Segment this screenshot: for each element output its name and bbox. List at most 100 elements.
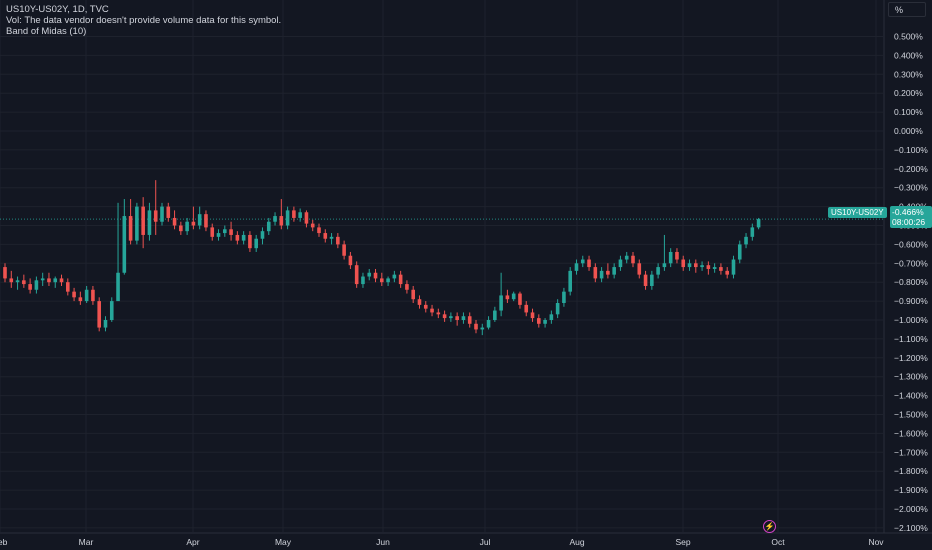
- candle-body: [235, 234, 240, 241]
- candle-body: [631, 255, 635, 264]
- candle-body: [229, 229, 233, 235]
- candle-body: [518, 293, 522, 305]
- candle-body: [260, 231, 265, 239]
- candle-body: [241, 234, 246, 241]
- candle-body: [72, 291, 76, 298]
- price-axis[interactable]: 0.500% 0.400% 0.300% 0.200% 0.100% 0.000% −0.1…: [894, 32, 928, 533]
- candle-body: [342, 244, 346, 256]
- y-tick-label: −1.600%: [894, 428, 928, 438]
- y-tick-label: −0.300%: [894, 183, 928, 193]
- candle-body: [455, 316, 459, 320]
- candle-body: [442, 314, 447, 319]
- candle-body: [59, 278, 64, 283]
- candle-body: [706, 265, 711, 269]
- candle-body: [618, 259, 623, 268]
- candle-body: [336, 236, 340, 245]
- y-tick-label: −1.800%: [894, 466, 928, 476]
- y-tick-label: −1.300%: [894, 372, 928, 382]
- candle-body: [160, 206, 164, 222]
- y-tick-label: 0.300%: [894, 69, 923, 79]
- candle-body: [317, 227, 321, 234]
- candle-body: [537, 318, 541, 324]
- candle-body: [66, 282, 70, 292]
- candle-body: [97, 301, 101, 328]
- candle-body: [612, 267, 616, 275]
- y-tick-label: −1.000%: [894, 315, 928, 325]
- candle-body: [185, 221, 189, 232]
- x-tick-label: Mar: [79, 537, 94, 547]
- candle-body: [756, 219, 761, 228]
- candle-body: [172, 217, 177, 226]
- y-tick-label: −1.100%: [894, 334, 928, 344]
- x-tick-label: Apr: [186, 537, 199, 547]
- y-tick-label: 0.500%: [894, 32, 923, 42]
- candle-body: [662, 263, 667, 268]
- candle-body: [543, 320, 547, 324]
- symbol-title[interactable]: US10Y-US02Y, 1D, TVC: [6, 4, 109, 15]
- candle-body: [493, 310, 497, 320]
- candle-body: [411, 289, 415, 300]
- candle-body: [637, 263, 642, 275]
- candle-body: [725, 270, 729, 275]
- candle-body: [323, 233, 328, 239]
- time-axis[interactable]: Feb Mar Apr May Jun Jul Aug Sep Oct Nov: [0, 537, 884, 547]
- x-tick-label: Jul: [480, 537, 491, 547]
- candle-body: [549, 314, 554, 320]
- candle-body: [40, 278, 45, 281]
- y-tick-label: −2.100%: [894, 523, 928, 533]
- x-tick-label: Jun: [376, 537, 390, 547]
- candle-body: [423, 304, 428, 309]
- candle-body: [731, 259, 736, 275]
- candle-body: [22, 280, 26, 285]
- chart-grid: [0, 0, 932, 534]
- bar-countdown: 08:00:26: [892, 217, 926, 227]
- candle-body: [593, 267, 598, 279]
- candle-body: [254, 238, 258, 249]
- candle-body: [128, 216, 133, 241]
- candle-body: [524, 304, 529, 313]
- y-tick-label: −1.500%: [894, 410, 928, 420]
- y-tick-label: −1.200%: [894, 353, 928, 363]
- candle-body: [486, 320, 491, 328]
- candle-body: [354, 265, 359, 285]
- candle-body: [191, 221, 196, 226]
- x-tick-label: Oct: [771, 537, 785, 547]
- candle-body: [373, 272, 378, 279]
- candle-body: [166, 206, 171, 218]
- lightning-icon[interactable]: ⚡: [763, 520, 776, 533]
- candle-body: [505, 295, 510, 300]
- candle-body: [361, 276, 365, 285]
- candle-body: [436, 312, 441, 315]
- candle-body: [298, 212, 302, 218]
- percent-scale-button[interactable]: %: [888, 2, 926, 17]
- y-tick-label: 0.200%: [894, 88, 923, 98]
- candle-body: [28, 284, 32, 290]
- candle-body: [606, 270, 610, 275]
- candle-body: [329, 236, 334, 239]
- y-tick-label: −2.000%: [894, 504, 928, 514]
- last-price-value: -0.466%: [892, 207, 924, 217]
- volume-note: Vol: The data vendor doesn't provide vol…: [6, 15, 282, 26]
- y-tick-label: −0.200%: [894, 164, 928, 174]
- candle-body: [91, 289, 95, 302]
- x-tick-label: Aug: [569, 537, 584, 547]
- candle-body: [555, 302, 560, 315]
- candle-body: [511, 293, 516, 300]
- x-tick-label: Nov: [868, 537, 884, 547]
- candle-body: [141, 206, 145, 235]
- candle-body: [643, 274, 648, 286]
- candle-body: [285, 210, 290, 226]
- x-tick-label: May: [275, 537, 292, 547]
- candle-body: [216, 233, 221, 237]
- indicator-label[interactable]: Band of Midas (10): [6, 26, 87, 37]
- candle-body: [480, 327, 485, 330]
- candle-body: [474, 323, 478, 330]
- candle-body: [650, 274, 654, 286]
- candle-body: [273, 216, 277, 222]
- y-tick-label: −1.400%: [894, 391, 928, 401]
- candle-body: [467, 316, 472, 324]
- candle-body: [204, 214, 208, 228]
- candle-body: [197, 214, 202, 226]
- y-tick-label: 0.000%: [894, 126, 923, 136]
